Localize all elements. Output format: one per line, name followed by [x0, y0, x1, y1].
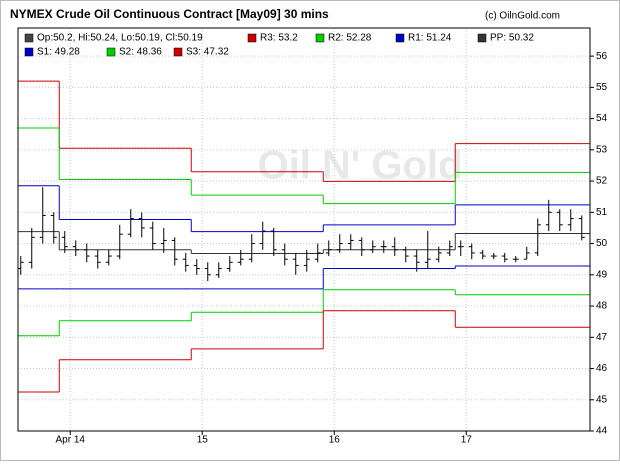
legend-text: S1: 49.28: [37, 47, 80, 58]
legend-swatch: [173, 47, 183, 57]
ohlc-bar: [160, 227, 167, 253]
x-tick-label: 16: [329, 435, 341, 446]
x-tick-label: 17: [461, 435, 473, 446]
watermark: Oil N' Gold: [257, 144, 462, 188]
y-tick-label: 50: [596, 238, 608, 249]
ohlc-bar: [149, 221, 156, 250]
legend-swatch: [24, 33, 34, 43]
ohlc-bar: [545, 199, 552, 232]
ohlc-bar: [61, 231, 68, 253]
y-tick-label: 46: [596, 363, 608, 374]
ohlc-bar: [468, 243, 475, 260]
ohlc-bar: [182, 252, 189, 272]
ohlc-bar: [578, 215, 585, 241]
ohlc-bar: [479, 249, 486, 260]
legend-swatch: [106, 47, 116, 57]
y-tick-label: 56: [596, 51, 608, 62]
copyright: (c) OilnGold.com: [485, 11, 560, 22]
y-tick-label: 54: [596, 113, 608, 124]
ohlc-bar: [380, 240, 387, 253]
ohlc-bar: [138, 212, 145, 238]
ohlc-bar: [457, 240, 464, 257]
y-tick-label: 49: [596, 269, 608, 280]
ohlc-bar: [248, 234, 255, 263]
chart-title: NYMEX Crude Oil Continuous Contract [May…: [10, 7, 329, 21]
legend-text: S2: 48.36: [119, 47, 162, 58]
legend-text: Op:50.2, Hi:50.24, Lo:50.19, Cl:50.19: [37, 33, 203, 44]
legend-text: S3: 47.32: [186, 47, 229, 58]
legend-text: R1: 51.24: [408, 33, 452, 44]
ohlc-bar: [523, 246, 530, 260]
ohlc-bar: [215, 262, 222, 278]
y-tick-label: 45: [596, 394, 608, 405]
legend-swatch: [395, 33, 405, 43]
ohlc-bar: [501, 252, 508, 263]
ohlc-bar: [424, 231, 431, 269]
ohlc-bar: [105, 249, 112, 266]
ohlc-bar: [83, 243, 90, 263]
ohlc-bar: [369, 240, 376, 253]
y-tick-label: 55: [596, 82, 608, 93]
ohlc-bar: [391, 237, 398, 257]
legend-swatch: [315, 33, 325, 43]
ohlc-bar: [534, 218, 541, 257]
ohlc-bar: [270, 227, 277, 257]
ohlc-bar: [127, 209, 134, 238]
ohlc-bar: [281, 243, 288, 266]
ohlc-bar: [292, 252, 299, 275]
legend-text: PP: 50.32: [490, 33, 534, 44]
y-tick-label: 44: [596, 426, 608, 437]
x-tick-label: 15: [197, 435, 209, 446]
ohlc-bar: [446, 240, 453, 257]
ohlc-bar: [226, 256, 233, 272]
ohlc-bar: [314, 243, 321, 263]
ohlc-bar: [556, 209, 563, 232]
ohlc-bar: [413, 249, 420, 272]
ohlc-bar: [347, 234, 354, 250]
ohlc-bar: [28, 227, 35, 269]
ohlc-bar: [358, 237, 365, 257]
ohlc-bar: [567, 209, 574, 232]
plot-border: [17, 27, 591, 432]
ohlc-bar: [39, 187, 46, 244]
y-tick-label: 47: [596, 332, 608, 343]
x-tick-label: Apr 14: [56, 435, 86, 446]
ohlc-bar: [171, 237, 178, 266]
ohlc-bar: [50, 212, 57, 244]
y-tick-label: 53: [596, 144, 608, 155]
legend-swatch: [24, 47, 34, 57]
legend-swatch: [477, 33, 487, 43]
ohlc-bar: [435, 246, 442, 263]
ohlc-bar: [94, 249, 101, 269]
y-tick-label: 51: [596, 207, 608, 218]
ohlc-bar: [204, 262, 211, 282]
legend-text: R3: 53.2: [260, 33, 298, 44]
ohlc-bar: [402, 246, 409, 263]
ohlc-bar: [512, 256, 519, 263]
ohlc-bar: [193, 259, 200, 275]
ohlc-bar: [116, 224, 123, 260]
legend-swatch: [247, 33, 257, 43]
ohlc-bar: [303, 249, 310, 272]
y-tick-label: 52: [596, 176, 608, 187]
ohlc-bar: [259, 221, 266, 250]
y-tick-label: 48: [596, 301, 608, 312]
ohlc-bar: [336, 234, 343, 253]
ohlc-bar: [237, 249, 244, 266]
ohlc-bar: [72, 240, 79, 257]
ohlc-bar: [325, 240, 332, 257]
ohlc-bar: [490, 252, 497, 260]
legend-text: R2: 52.28: [328, 33, 372, 44]
plot-area: [18, 28, 590, 431]
